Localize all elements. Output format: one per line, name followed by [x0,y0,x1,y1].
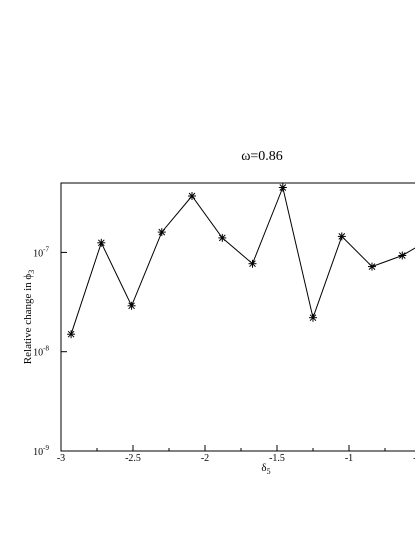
data-point [337,232,346,241]
data-point [127,301,136,310]
x-tick-label-2: -2 [201,453,209,464]
x-tick-label-0: -3 [57,453,65,464]
x-tick-label-3: -1.5 [269,453,285,464]
y-tick-label-0: 10-9 [33,444,49,458]
x-axis-label-sub: 5 [267,467,271,476]
data-point [248,259,257,268]
x-axis-label-main: δ [261,462,266,474]
series-line [70,185,415,335]
data-point [218,233,227,242]
y-axis-label: Relative change in ϕ3 [22,270,36,364]
x-tick-label-1: -2.5 [125,453,141,464]
data-point [188,192,196,200]
plot-frame [60,182,415,452]
x-axis-ticks: -3 -2.5 -2 -1.5 -1 -0.5 [57,445,415,464]
y-tick-label-2: 10-7 [33,245,49,259]
series-markers [67,183,407,339]
y-tick-label-1: 10-8 [33,345,49,359]
x-tick-label-5: -0.5 [413,453,415,464]
data-point [398,251,407,260]
x-axis-label: δ5 [261,462,270,476]
data-point [368,262,376,271]
data-point [97,238,106,247]
y-axis-ticks: 10-9 10-8 10-7 [33,245,67,458]
data-point [309,313,317,322]
x-tick-label-4: -1 [345,453,353,464]
data-point [278,183,287,192]
y-axis-label-sub: 3 [27,270,36,274]
chart-title: ω=0.86 [241,149,283,164]
data-point [67,330,76,339]
y-axis-label-main: Relative change in ϕ [22,274,34,365]
data-point [157,228,166,237]
